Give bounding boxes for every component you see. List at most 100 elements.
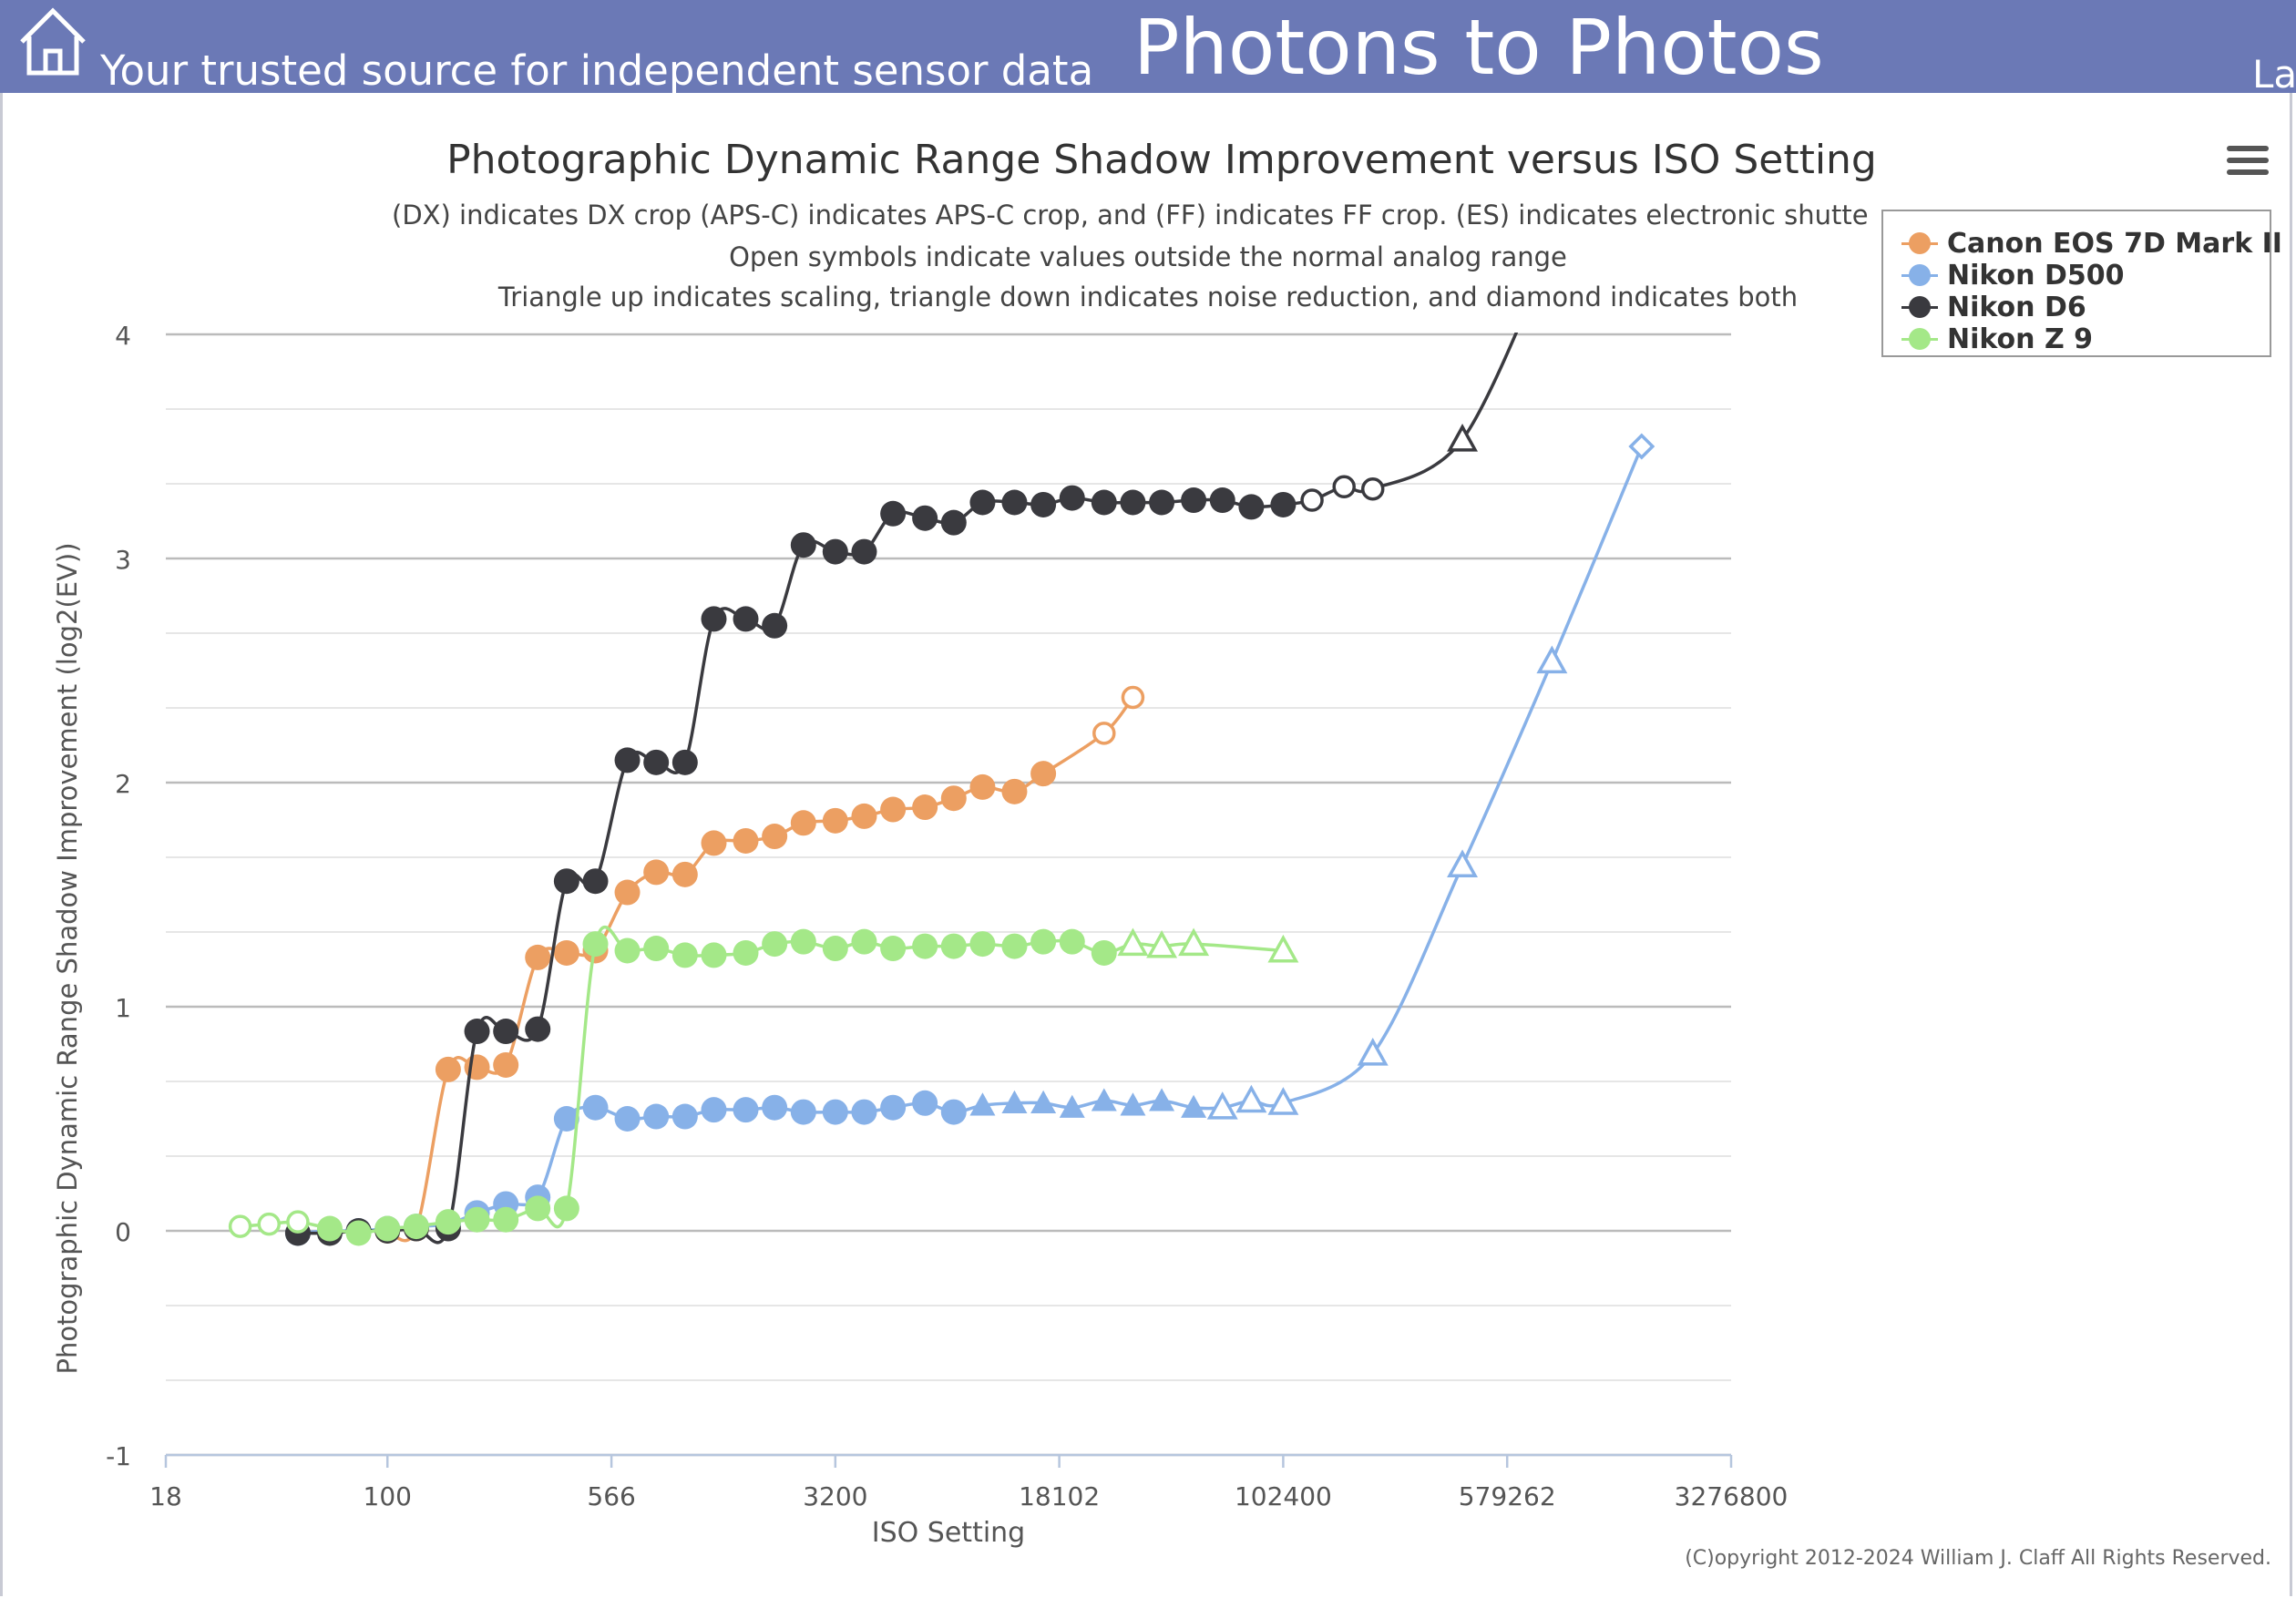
series-nikon-z-9-point	[1001, 933, 1028, 959]
legend-label-canon: Canon EOS 7D Mark II	[1947, 227, 2282, 260]
legend-label-d6: Nikon D6	[1947, 291, 2086, 323]
series-nikon-z-9-point	[525, 1195, 551, 1222]
series-nikon-z-9-point	[701, 942, 727, 968]
series-canon-eos-7d-mark-ii-point	[614, 879, 641, 906]
series-nikon-z-9-point	[969, 931, 996, 958]
series-nikon-d500-point	[614, 1106, 641, 1132]
series-nikon-d500-point	[822, 1099, 848, 1125]
x-tick-label: 100	[364, 1481, 412, 1511]
series-nikon-d6-point	[912, 505, 938, 531]
series-nikon-d6	[284, 333, 1519, 1246]
series-nikon-z-9-point	[435, 1209, 461, 1235]
series-nikon-z-9-point	[851, 928, 877, 955]
series-nikon-d6-point	[1120, 489, 1146, 516]
series-nikon-z-9-point	[671, 942, 698, 968]
series-nikon-z-9-point	[1178, 927, 1210, 957]
series-canon-eos-7d-mark-ii-point	[493, 1051, 519, 1078]
site-tagline: Your trusted source for independent sens…	[100, 46, 1094, 93]
series-nikon-d6-point	[464, 1019, 490, 1045]
series-nikon-d6-point	[1447, 424, 1479, 452]
series-canon-eos-7d-mark-ii-point	[851, 803, 877, 829]
legend-marker-z9	[1898, 323, 1942, 354]
series-nikon-d500-point	[1447, 849, 1479, 877]
x-tick-label: 3200	[803, 1481, 867, 1511]
series-nikon-d500-point	[880, 1094, 907, 1121]
series-nikon-d6-point	[1181, 487, 1207, 514]
series-nikon-d500-point	[1267, 1087, 1299, 1115]
series-canon-eos-7d-mark-ii-point	[525, 944, 551, 970]
series-nikon-z-9-point	[1030, 928, 1057, 955]
legend-marker-d500	[1898, 260, 1942, 291]
header-nav-link[interactable]: La	[2252, 52, 2296, 93]
series-nikon-z-9-point	[1267, 934, 1299, 963]
series-canon-eos-7d-mark-ii	[374, 685, 1145, 1244]
x-tick-label: 3276800	[1675, 1481, 1789, 1511]
series-nikon-d500-point	[1181, 1094, 1207, 1118]
series-nikon-z-9-point	[643, 936, 670, 962]
series-nikon-d6-point	[1332, 475, 1356, 499]
series-canon-eos-7d-mark-ii-line	[386, 696, 1134, 1243]
series-canon-eos-7d-mark-ii-point	[643, 859, 670, 886]
series-nikon-d6-point	[1270, 491, 1297, 517]
series-canon-eos-7d-mark-ii-point	[940, 785, 967, 812]
series-nikon-d6-point	[525, 1016, 551, 1042]
series-nikon-z-9-point	[912, 933, 938, 959]
series-nikon-d500-point	[1120, 1092, 1146, 1116]
series-nikon-z-9-point	[228, 1214, 252, 1238]
chart-subtitle-open-symbols: Open symbols indicate values outside the…	[729, 241, 1567, 272]
y-tick-label: 2	[115, 769, 131, 799]
series-nikon-z-9-point	[790, 928, 816, 955]
series-canon-eos-7d-mark-ii-point	[762, 824, 788, 850]
series-nikon-z-9-point	[286, 1210, 310, 1234]
series-nikon-d500-point	[582, 1094, 609, 1121]
series-canon-eos-7d-mark-ii-point	[790, 810, 816, 836]
site-title[interactable]: Photons to Photos	[1133, 3, 1824, 92]
x-tick-label: 579262	[1459, 1481, 1556, 1511]
series-nikon-d500-point	[969, 1092, 996, 1116]
series-nikon-d500-point	[1357, 1038, 1389, 1066]
site-header: Your trusted source for independent sens…	[0, 0, 2296, 93]
series-nikon-d6-point	[1059, 485, 1085, 511]
series-nikon-d500-point	[1536, 645, 1568, 674]
y-tick-label: 3	[115, 545, 131, 575]
series-canon-eos-7d-mark-ii-point	[1092, 722, 1116, 745]
series-nikon-d6-point	[493, 1019, 519, 1045]
chart-subtitle-crop: (DX) indicates DX crop (APS-C) indicates…	[392, 200, 1869, 230]
legend-item-canon-eos-7d-mark-ii[interactable]: Canon EOS 7D Mark II	[1898, 227, 2282, 260]
series-nikon-d6-point	[553, 868, 579, 895]
chart-legend: Canon EOS 7D Mark II Nikon D500 Nikon D6…	[1881, 210, 2282, 357]
series-nikon-d6-point	[880, 500, 907, 527]
series-nikon-d500-point	[1628, 433, 1655, 460]
series-nikon-z-9-point	[316, 1215, 343, 1242]
series-nikon-z-9-point	[464, 1206, 490, 1233]
series-nikon-d500-point	[912, 1090, 938, 1116]
chart-container	[0, 93, 2292, 1596]
legend-item-nikon-d500[interactable]: Nikon D500	[1898, 260, 2124, 292]
series-canon-eos-7d-mark-ii-point	[701, 830, 727, 856]
series-nikon-z-9-point	[880, 936, 907, 962]
series-nikon-z-9-point	[493, 1206, 519, 1233]
legend-item-nikon-z9[interactable]: Nikon Z 9	[1898, 323, 2094, 355]
legend-label-z9: Nikon Z 9	[1947, 323, 2094, 355]
series-nikon-d500-point	[1030, 1090, 1057, 1113]
series-nikon-z-9-point	[1091, 939, 1117, 966]
series-nikon-d6-point	[1238, 494, 1265, 520]
series-nikon-d6-point	[940, 509, 967, 536]
y-tick-label: 0	[115, 1217, 131, 1247]
legend-marker-canon	[1898, 228, 1942, 259]
series-nikon-d500-point	[701, 1097, 727, 1123]
y-tick-label: 4	[115, 321, 131, 351]
hamburger-menu-icon[interactable]	[2227, 146, 2269, 182]
y-axis-title: Photographic Dynamic Range Shadow Improv…	[52, 542, 83, 1374]
series-nikon-z-9-point	[1146, 929, 1178, 958]
series-nikon-d500-point	[1091, 1088, 1117, 1111]
series-nikon-z-9-point	[614, 937, 641, 964]
series-nikon-d6-point	[762, 612, 788, 639]
legend-item-nikon-d6[interactable]: Nikon D6	[1898, 292, 2086, 323]
series-nikon-z-9-point	[582, 931, 609, 958]
home-icon[interactable]	[16, 5, 89, 78]
series-canon-eos-7d-mark-ii-point	[553, 939, 579, 966]
series-nikon-z-9-point	[403, 1214, 429, 1240]
series-nikon-d500-point	[790, 1099, 816, 1125]
